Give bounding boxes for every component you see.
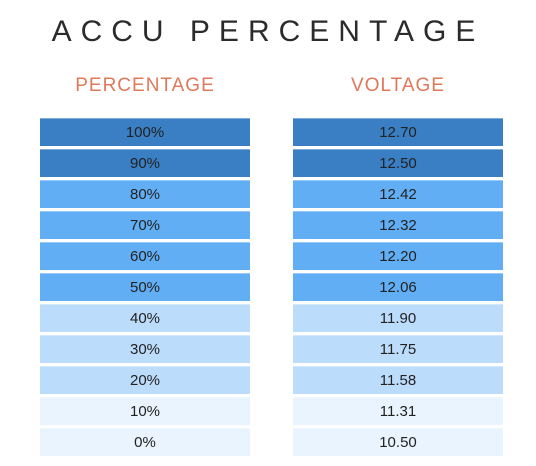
voltage-column-header: VOLTAGE xyxy=(351,75,445,96)
voltage-cell: 11.58 xyxy=(293,366,503,394)
voltage-cell: 12.50 xyxy=(293,149,503,177)
voltage-column: 12.70 12.50 12.42 12.32 12.20 12.06 11.90 11.75… xyxy=(293,118,503,459)
percentage-cell: 80% xyxy=(40,180,250,208)
percentage-cell: 70% xyxy=(40,211,250,239)
percentage-cell: 60% xyxy=(40,242,250,270)
voltage-cell: 11.31 xyxy=(293,397,503,425)
voltage-cell: 12.20 xyxy=(293,242,503,270)
voltage-cell: 11.75 xyxy=(293,335,503,363)
percentage-cell: 50% xyxy=(40,273,250,301)
percentage-cell: 100% xyxy=(40,118,250,146)
percentage-cell: 40% xyxy=(40,304,250,332)
percentage-column: 100% 90% 80% 70% 60% 50% 40% 30% 20% 10% 0% xyxy=(40,118,250,459)
percentage-cell: 0% xyxy=(40,428,250,456)
voltage-cell: 11.90 xyxy=(293,304,503,332)
percentage-column-header: PERCENTAGE xyxy=(75,75,215,96)
percentage-cell: 90% xyxy=(40,149,250,177)
percentage-cell: 20% xyxy=(40,366,250,394)
voltage-cell: 12.42 xyxy=(293,180,503,208)
chart-title: ACCU PERCENTAGE xyxy=(51,15,485,48)
voltage-cell: 10.50 xyxy=(293,428,503,456)
voltage-cell: 12.06 xyxy=(293,273,503,301)
voltage-cell: 12.32 xyxy=(293,211,503,239)
percentage-cell: 10% xyxy=(40,397,250,425)
percentage-cell: 30% xyxy=(40,335,250,363)
voltage-cell: 12.70 xyxy=(293,118,503,146)
